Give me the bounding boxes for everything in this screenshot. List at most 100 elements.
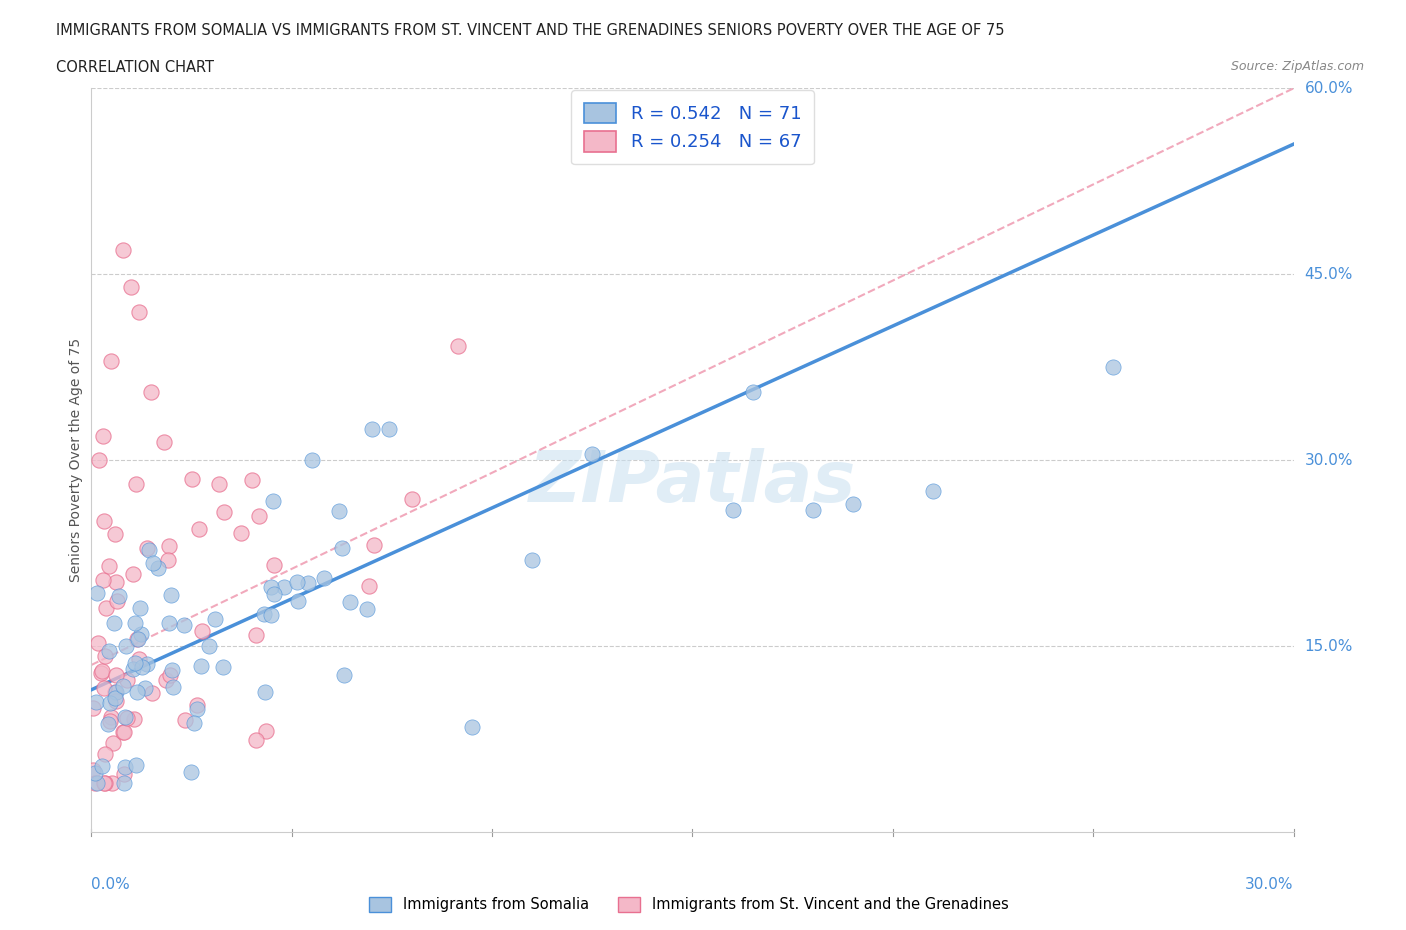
Point xyxy=(721,502,744,517)
Point xyxy=(94,747,117,762)
Point xyxy=(801,502,824,517)
Point xyxy=(363,538,385,552)
Point xyxy=(378,421,401,436)
Point xyxy=(104,690,127,705)
Point xyxy=(112,242,135,257)
Point xyxy=(285,575,308,590)
Point xyxy=(173,618,195,632)
Point xyxy=(94,776,117,790)
Point xyxy=(131,626,153,641)
Point xyxy=(100,353,122,368)
Point xyxy=(127,631,149,646)
Point xyxy=(262,493,284,508)
Point xyxy=(146,560,169,575)
Point xyxy=(107,589,129,604)
Point xyxy=(104,575,127,590)
Point xyxy=(104,526,127,541)
Point xyxy=(115,711,138,725)
Point xyxy=(198,639,221,654)
Point xyxy=(101,736,124,751)
Point xyxy=(160,663,183,678)
Point xyxy=(229,525,252,540)
Point xyxy=(115,673,138,688)
Point xyxy=(245,733,267,748)
Point xyxy=(104,684,127,699)
Point xyxy=(86,585,108,600)
Point xyxy=(86,776,108,790)
Point xyxy=(297,576,319,591)
Point xyxy=(93,573,115,588)
Legend: R = 0.542   N = 71, R = 0.254   N = 67: R = 0.542 N = 71, R = 0.254 N = 67 xyxy=(571,90,814,165)
Point xyxy=(100,713,122,728)
Point xyxy=(253,684,276,699)
Text: CORRELATION CHART: CORRELATION CHART xyxy=(56,60,214,75)
Point xyxy=(141,685,163,700)
Point xyxy=(122,711,145,726)
Point xyxy=(103,616,125,631)
Point xyxy=(90,663,112,678)
Point xyxy=(180,764,202,779)
Point xyxy=(87,635,110,650)
Point xyxy=(180,472,202,486)
Point xyxy=(522,552,544,567)
Point xyxy=(190,658,212,673)
Point xyxy=(82,763,104,777)
Point xyxy=(333,668,356,683)
Point xyxy=(263,558,285,573)
Point xyxy=(273,579,295,594)
Point xyxy=(124,616,146,631)
Point xyxy=(124,656,146,671)
Point xyxy=(160,588,183,603)
Point xyxy=(360,422,382,437)
Point xyxy=(100,710,122,724)
Point xyxy=(142,556,165,571)
Text: 45.0%: 45.0% xyxy=(1305,267,1353,282)
Point xyxy=(97,644,120,658)
Point xyxy=(98,558,121,573)
Point xyxy=(247,509,270,524)
Point xyxy=(240,473,263,488)
Point xyxy=(301,453,323,468)
Point xyxy=(122,661,145,676)
Text: IMMIGRANTS FROM SOMALIA VS IMMIGRANTS FROM ST. VINCENT AND THE GRENADINES SENIOR: IMMIGRANTS FROM SOMALIA VS IMMIGRANTS FR… xyxy=(56,23,1005,38)
Point xyxy=(191,623,214,638)
Point xyxy=(134,681,156,696)
Point xyxy=(141,385,163,400)
Text: 15.0%: 15.0% xyxy=(1305,639,1353,654)
Point xyxy=(125,477,148,492)
Point xyxy=(112,766,135,781)
Point xyxy=(204,611,226,626)
Point xyxy=(121,279,143,294)
Y-axis label: Seniors Poverty Over the Age of 75: Seniors Poverty Over the Age of 75 xyxy=(69,339,83,582)
Text: 0.0%: 0.0% xyxy=(91,877,131,892)
Point xyxy=(129,601,152,616)
Point xyxy=(94,600,117,615)
Point xyxy=(114,759,136,774)
Point xyxy=(211,659,233,674)
Point xyxy=(245,627,267,642)
Point xyxy=(152,434,174,449)
Point xyxy=(84,776,107,790)
Point xyxy=(260,608,283,623)
Point xyxy=(359,578,381,593)
Point xyxy=(111,724,134,739)
Point xyxy=(104,684,127,699)
Point xyxy=(339,594,361,609)
Point xyxy=(187,522,209,537)
Point xyxy=(253,606,276,621)
Point xyxy=(111,678,134,693)
Point xyxy=(328,503,350,518)
Point xyxy=(125,758,148,773)
Point xyxy=(93,776,115,790)
Point xyxy=(105,593,128,608)
Point xyxy=(162,680,184,695)
Legend: Immigrants from Somalia, Immigrants from St. Vincent and the Grenadines: Immigrants from Somalia, Immigrants from… xyxy=(364,891,1014,918)
Point xyxy=(104,694,127,709)
Point xyxy=(260,579,283,594)
Point xyxy=(131,659,153,674)
Point xyxy=(186,698,208,712)
Point xyxy=(581,446,603,461)
Point xyxy=(112,776,135,790)
Point xyxy=(94,649,117,664)
Point xyxy=(97,716,120,731)
